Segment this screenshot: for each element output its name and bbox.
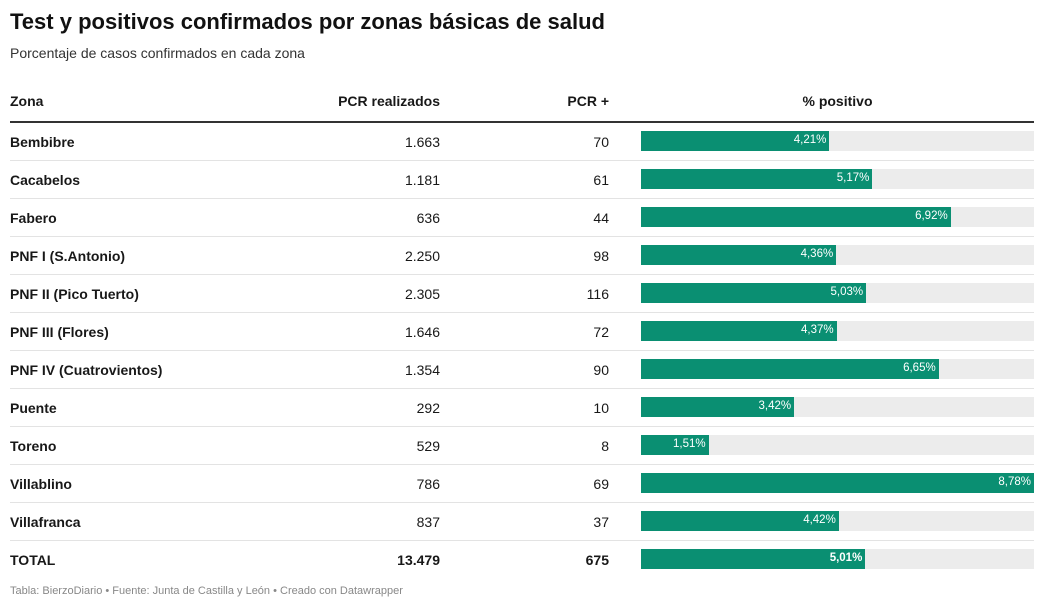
percent-label: 5,01% bbox=[829, 552, 863, 564]
data-table: Zona PCR realizados PCR + % positivo Bem… bbox=[10, 84, 1034, 578]
table-row: Villablino 786 69 8,78% bbox=[10, 465, 1034, 503]
cell-pcr-realizados: 1.663 bbox=[404, 134, 440, 150]
percent-bar: 4,36% bbox=[641, 245, 837, 265]
bar-track: 4,37% bbox=[641, 321, 1034, 341]
bar-track: 5,17% bbox=[641, 169, 1034, 189]
bar-track: 5,03% bbox=[641, 283, 1034, 303]
table-row: Fabero 636 44 6,92% bbox=[10, 199, 1034, 237]
chart-footer: Tabla: BierzoDiario • Fuente: Junta de C… bbox=[10, 585, 403, 597]
cell-pcr-positivos: 8 bbox=[601, 438, 609, 454]
cell-pcr-realizados: 786 bbox=[416, 476, 440, 492]
bar-track: 4,42% bbox=[641, 511, 1034, 531]
column-header-porcentaje-positivo[interactable]: % positivo bbox=[802, 93, 873, 109]
percent-bar: 4,21% bbox=[641, 131, 830, 151]
cell-zona: TOTAL bbox=[10, 552, 56, 568]
bar-track: 3,42% bbox=[641, 397, 1034, 417]
cell-pcr-positivos: 72 bbox=[593, 324, 609, 340]
percent-label: 3,42% bbox=[758, 400, 792, 412]
cell-pcr-positivos: 37 bbox=[593, 514, 609, 530]
cell-pcr-positivos: 69 bbox=[593, 476, 609, 492]
cell-pcr-positivos: 44 bbox=[593, 210, 609, 226]
cell-zona: Villablino bbox=[10, 476, 72, 492]
cell-pcr-positivos: 98 bbox=[593, 248, 609, 264]
percent-bar: 5,01% bbox=[641, 549, 866, 569]
percent-label: 5,17% bbox=[836, 172, 870, 184]
table-row: TOTAL 13.479 675 5,01% bbox=[10, 541, 1034, 578]
percent-label: 6,92% bbox=[915, 210, 948, 222]
cell-zona: PNF III (Flores) bbox=[10, 324, 109, 340]
percent-bar: 3,42% bbox=[641, 397, 795, 417]
cell-pcr-positivos: 70 bbox=[593, 134, 609, 150]
bar-track: 1,51% bbox=[641, 435, 1034, 455]
cell-zona: Cacabelos bbox=[10, 172, 81, 188]
percent-label: 8,78% bbox=[998, 476, 1031, 488]
cell-pcr-realizados: 529 bbox=[416, 438, 440, 454]
cell-pcr-realizados: 1.646 bbox=[404, 324, 440, 340]
bar-track: 5,01% bbox=[641, 549, 1034, 569]
cell-zona: PNF II (Pico Tuerto) bbox=[10, 286, 139, 302]
table-row: PNF I (S.Antonio) 2.250 98 4,36% bbox=[10, 237, 1034, 275]
table-row: PNF IV (Cuatrovientos) 1.354 90 6,65% bbox=[10, 351, 1034, 389]
table-body: Bembibre 1.663 70 4,21% Cacabelos 1.181 61 5,17… bbox=[10, 123, 1034, 578]
table-row: Bembibre 1.663 70 4,21% bbox=[10, 123, 1034, 161]
table-header: Zona PCR realizados PCR + % positivo bbox=[10, 84, 1034, 123]
cell-pcr-realizados: 1.354 bbox=[404, 362, 440, 378]
column-header-pcr-positivos[interactable]: PCR + bbox=[567, 93, 609, 109]
cell-zona: PNF I (S.Antonio) bbox=[10, 248, 126, 264]
percent-bar: 6,92% bbox=[641, 207, 951, 227]
table-row: PNF III (Flores) 1.646 72 4,37% bbox=[10, 313, 1034, 351]
bar-track: 4,21% bbox=[641, 131, 1034, 151]
percent-bar: 5,03% bbox=[641, 283, 867, 303]
cell-pcr-positivos: 10 bbox=[593, 400, 609, 416]
table-row: Cacabelos 1.181 61 5,17% bbox=[10, 161, 1034, 199]
chart-title: Test y positivos confirmados por zonas b… bbox=[10, 9, 605, 34]
cell-zona: Toreno bbox=[10, 438, 57, 454]
column-header-zona[interactable]: Zona bbox=[10, 93, 44, 109]
table-row: PNF II (Pico Tuerto) 2.305 116 5,03% bbox=[10, 275, 1034, 313]
table-row: Toreno 529 8 1,51% bbox=[10, 427, 1034, 465]
percent-label: 4,36% bbox=[800, 248, 834, 260]
cell-pcr-realizados: 13.479 bbox=[397, 552, 440, 568]
percent-bar: 8,78% bbox=[641, 473, 1034, 493]
percent-label: 6,65% bbox=[903, 362, 936, 374]
column-header-pcr-realizados[interactable]: PCR realizados bbox=[338, 93, 440, 109]
cell-pcr-realizados: 292 bbox=[416, 400, 440, 416]
percent-bar: 5,17% bbox=[641, 169, 873, 189]
cell-zona: Fabero bbox=[10, 210, 57, 226]
percent-bar: 4,42% bbox=[641, 511, 839, 531]
percent-bar: 6,65% bbox=[641, 359, 939, 379]
cell-zona: Puente bbox=[10, 400, 57, 416]
bar-track: 4,36% bbox=[641, 245, 1034, 265]
table-row: Puente 292 10 3,42% bbox=[10, 389, 1034, 427]
cell-pcr-positivos: 61 bbox=[593, 172, 609, 188]
cell-pcr-positivos: 675 bbox=[585, 552, 609, 568]
cell-pcr-realizados: 636 bbox=[416, 210, 440, 226]
cell-zona: Villafranca bbox=[10, 514, 81, 530]
bar-track: 6,65% bbox=[641, 359, 1034, 379]
percent-bar: 4,37% bbox=[641, 321, 837, 341]
cell-pcr-realizados: 1.181 bbox=[404, 172, 440, 188]
percent-label: 5,03% bbox=[830, 286, 864, 298]
percent-label: 4,42% bbox=[803, 514, 836, 526]
chart-subtitle: Porcentaje de casos confirmados en cada … bbox=[10, 45, 305, 61]
cell-pcr-realizados: 2.250 bbox=[404, 248, 440, 264]
percent-label: 1,51% bbox=[672, 438, 706, 450]
percent-label: 4,21% bbox=[793, 134, 827, 146]
table-row: Villafranca 837 37 4,42% bbox=[10, 503, 1034, 541]
cell-pcr-positivos: 90 bbox=[593, 362, 609, 378]
cell-pcr-positivos: 116 bbox=[586, 286, 609, 302]
bar-track: 6,92% bbox=[641, 207, 1034, 227]
bar-track: 8,78% bbox=[641, 473, 1034, 493]
cell-zona: Bembibre bbox=[10, 134, 75, 150]
cell-pcr-realizados: 2.305 bbox=[404, 286, 440, 302]
percent-bar: 1,51% bbox=[641, 435, 709, 455]
cell-pcr-realizados: 837 bbox=[416, 514, 440, 530]
percent-label: 4,37% bbox=[800, 324, 834, 336]
cell-zona: PNF IV (Cuatrovientos) bbox=[10, 362, 163, 378]
